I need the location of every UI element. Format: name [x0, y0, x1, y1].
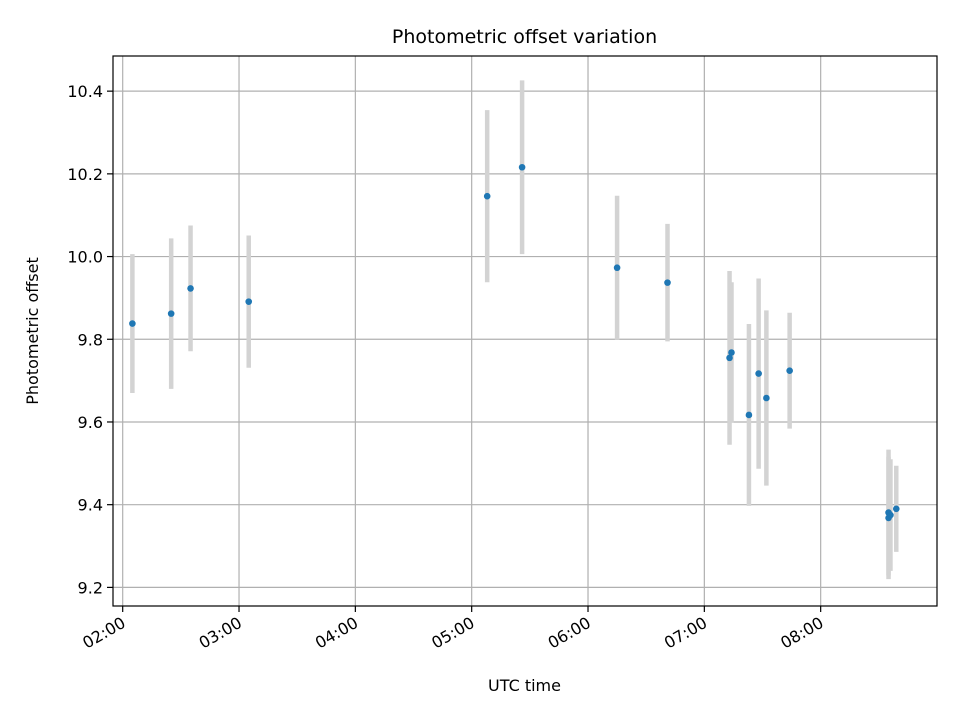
x-axis-label: UTC time: [488, 676, 561, 695]
y-tick-label: 9.6: [78, 413, 103, 432]
data-point: [518, 163, 526, 171]
plot-area-frame: [112, 55, 938, 607]
y-tick-label: 9.8: [78, 330, 103, 349]
data-point: [726, 354, 733, 362]
data-point: [245, 298, 253, 305]
data-point: [745, 411, 753, 419]
y-tick-label: 10.4: [67, 82, 103, 101]
data-point: [892, 505, 900, 513]
y-tick-label: 10.2: [67, 165, 103, 184]
y-tick-label: 10.0: [67, 248, 103, 267]
data-point: [887, 511, 894, 519]
data-point: [763, 394, 770, 402]
data-point: [187, 285, 194, 292]
y-axis-ticks: 9.2 9.4 9.6 9.8 10.0 10.2 10.4: [67, 82, 113, 597]
data-points: [129, 163, 900, 522]
data-point: [483, 192, 491, 200]
data-point: [167, 310, 175, 317]
data-point: [755, 370, 762, 377]
data-point: [728, 349, 735, 356]
y-tick-label: 9.4: [78, 496, 103, 515]
data-point: [786, 367, 793, 374]
data-point: [129, 320, 136, 327]
y-tick-label: 9.2: [78, 578, 103, 597]
y-axis-label: Photometric offset: [23, 257, 42, 405]
data-point: [613, 264, 621, 272]
chart-title: Photometric offset variation: [392, 26, 657, 48]
data-point: [664, 279, 671, 286]
